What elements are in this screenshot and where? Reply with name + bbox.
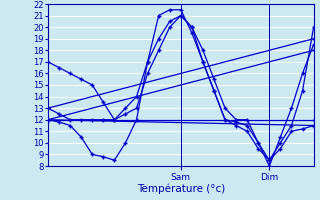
X-axis label: Température (°c): Température (°c) [137, 183, 225, 194]
